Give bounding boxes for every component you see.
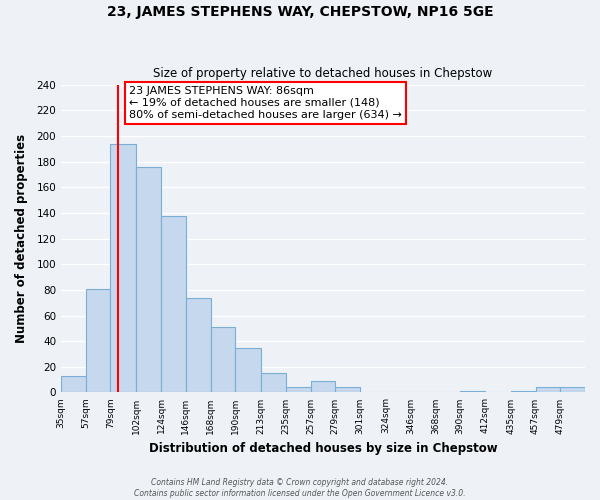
Bar <box>161 216 186 392</box>
Bar <box>235 348 261 393</box>
Title: Size of property relative to detached houses in Chepstow: Size of property relative to detached ho… <box>154 66 493 80</box>
X-axis label: Distribution of detached houses by size in Chepstow: Distribution of detached houses by size … <box>149 442 497 455</box>
Bar <box>311 381 335 392</box>
Bar <box>110 144 136 392</box>
Bar <box>186 298 211 392</box>
Bar <box>286 388 311 392</box>
Bar <box>61 376 86 392</box>
Text: Contains HM Land Registry data © Crown copyright and database right 2024.
Contai: Contains HM Land Registry data © Crown c… <box>134 478 466 498</box>
Text: 23 JAMES STEPHENS WAY: 86sqm
← 19% of detached houses are smaller (148)
80% of s: 23 JAMES STEPHENS WAY: 86sqm ← 19% of de… <box>129 86 402 120</box>
Bar <box>86 288 110 393</box>
Bar <box>511 391 536 392</box>
Bar <box>335 388 360 392</box>
Bar <box>560 388 585 392</box>
Bar <box>460 391 485 392</box>
Bar <box>261 373 286 392</box>
Bar <box>211 327 235 392</box>
Bar <box>136 167 161 392</box>
Bar <box>536 388 560 392</box>
Text: 23, JAMES STEPHENS WAY, CHEPSTOW, NP16 5GE: 23, JAMES STEPHENS WAY, CHEPSTOW, NP16 5… <box>107 5 493 19</box>
Y-axis label: Number of detached properties: Number of detached properties <box>15 134 28 343</box>
